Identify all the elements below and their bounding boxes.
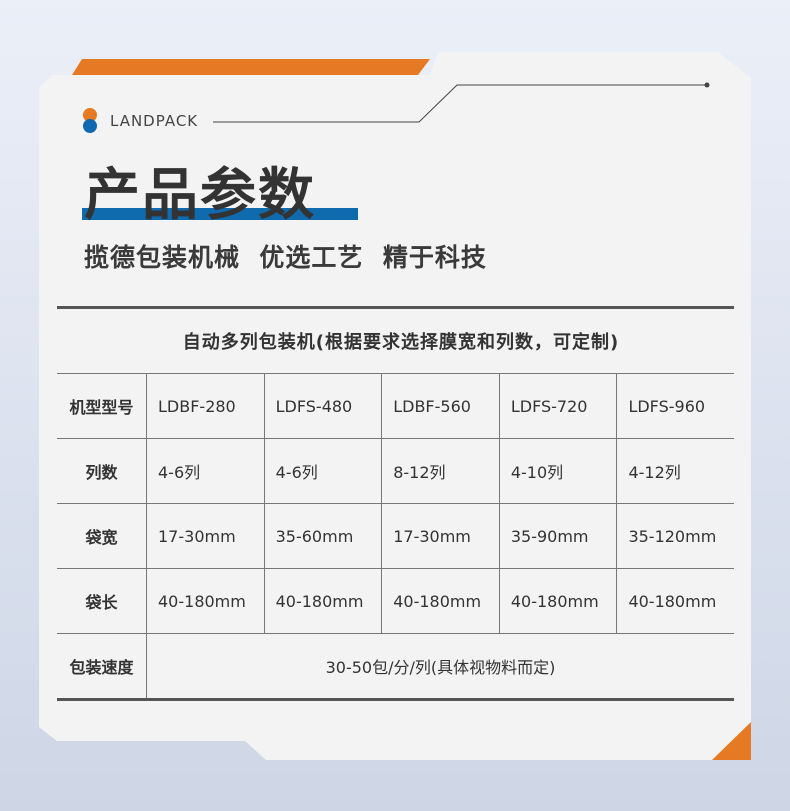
table-row: 包装速度 30-50包/分/列(具体视物料而定) [57,633,734,701]
orange-corner [712,722,751,760]
cell: LDBF-560 [381,373,500,439]
cell: 30-50包/分/列(具体视物料而定) [146,633,734,701]
table-caption: 自动多列包装机(根据要求选择膜宽和列数，可定制) [57,306,734,374]
table-row: 袋宽 17-30mm 35-60mm 17-30mm 35-90mm 35-120mm [57,503,734,569]
cell: 35-60mm [263,503,383,569]
cell: 40-180mm [381,568,500,634]
decor-dot [704,82,710,88]
orange-tab [72,59,430,75]
cell: 40-180mm [498,568,618,634]
row-label: 列数 [57,438,147,504]
decor-line [213,84,707,123]
cell: LDFS-720 [498,373,618,439]
table-row: 列数 4-6列 4-6列 8-12列 4-10列 4-12列 [57,438,734,504]
subtitle: 揽德包装机械 优选工艺 精于科技 [84,243,487,272]
cell: 4-12列 [616,438,734,504]
table-row: 袋长 40-180mm 40-180mm 40-180mm 40-180mm 40-180… [57,568,734,634]
cell: 40-180mm [616,568,734,634]
brand-name: LANDPACK [110,112,199,130]
row-label: 袋长 [57,568,147,634]
logo-dot-orange [83,108,97,122]
cell: 40-180mm [263,568,383,634]
row-label: 机型型号 [57,373,147,439]
cell: 8-12列 [381,438,500,504]
cell: 40-180mm [146,568,265,634]
cell: 35-90mm [498,503,618,569]
cell: LDBF-280 [146,373,265,439]
title-underline [82,208,358,220]
cell: 4-10列 [498,438,618,504]
cell: 35-120mm [616,503,734,569]
cell: 17-30mm [146,503,265,569]
cell: LDFS-960 [616,373,734,439]
cell: LDFS-480 [263,373,383,439]
logo-dot-blue [83,119,97,133]
page-title: 产品参数 [84,163,316,228]
cell: 4-6列 [263,438,383,504]
table-row: 机型型号 LDBF-280 LDFS-480 LDBF-560 LDFS-720 LDFS… [57,373,734,439]
spec-table: 自动多列包装机(根据要求选择膜宽和列数，可定制) 机型型号 LDBF-280 LDF… [57,306,734,701]
row-label: 袋宽 [57,503,147,569]
cell: 4-6列 [146,438,265,504]
cell: 17-30mm [381,503,500,569]
row-label: 包装速度 [57,633,147,701]
